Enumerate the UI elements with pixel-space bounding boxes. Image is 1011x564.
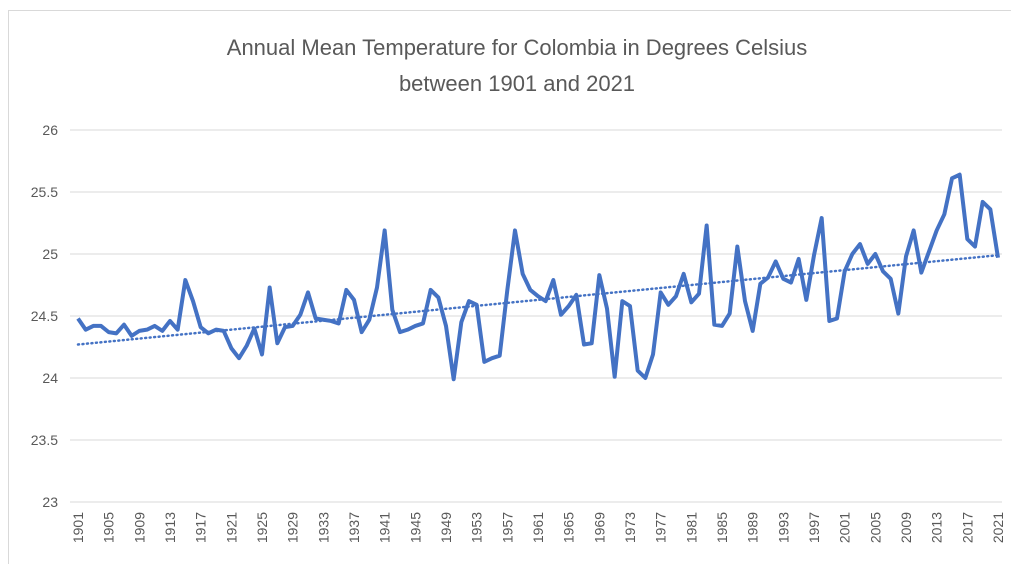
x-tick-label: 1989 [745,512,761,543]
x-tick-label: 1945 [407,512,423,543]
x-tick-label: 1917 [193,512,209,543]
y-tick-label: 23 [42,494,58,510]
y-tick-label: 26 [42,122,58,138]
x-tick-label: 1913 [162,512,178,543]
x-tick-label: 1953 [469,512,485,543]
y-tick-label: 25 [42,246,58,262]
x-tick-label: 1969 [591,512,607,543]
x-tick-label: 1929 [285,512,301,543]
x-tick-label: 1941 [377,512,393,543]
y-tick-label: 24.5 [31,308,58,324]
x-tick-label: 1965 [561,512,577,543]
x-tick-label: 1949 [438,512,454,543]
y-tick-label: 23.5 [31,432,58,448]
x-tick-label: 1909 [131,512,147,543]
x-tick-label: 1977 [653,512,669,543]
x-tick-label: 2005 [867,512,883,543]
x-tick-label: 1961 [530,512,546,543]
x-tick-label: 1993 [775,512,791,543]
x-tick-label: 1981 [683,512,699,543]
y-tick-label: 24 [42,370,58,386]
x-tick-label: 1937 [346,512,362,543]
x-tick-label: 1933 [315,512,331,543]
data-line [76,172,1000,382]
y-tick-label: 25.5 [31,184,58,200]
chart-title: between 1901 and 2021 [399,71,635,96]
x-tick-label: 2021 [990,512,1006,543]
x-tick-label: 2001 [837,512,853,543]
x-tick-label: 1905 [101,512,117,543]
x-tick-label: 2013 [929,512,945,543]
x-tick-label: 1921 [223,512,239,543]
x-tick-label: 1985 [714,512,730,543]
chart-title: Annual Mean Temperature for Colombia in … [227,35,807,60]
x-tick-label: 1925 [254,512,270,543]
x-tick-label: 1973 [622,512,638,543]
x-tick-label: 1901 [70,512,86,543]
x-tick-label: 2009 [898,512,914,543]
x-tick-label: 2017 [959,512,975,543]
x-tick-label: 1957 [499,512,515,543]
x-tick-label: 1997 [806,512,822,543]
